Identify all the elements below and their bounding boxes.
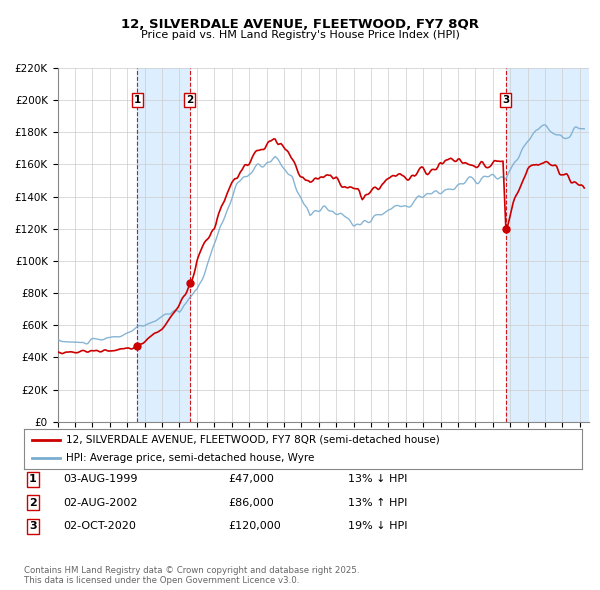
Text: 3: 3	[29, 522, 37, 531]
Bar	[137, 68, 190, 422]
Text: 02-OCT-2020: 02-OCT-2020	[63, 522, 136, 531]
Text: 2: 2	[186, 95, 193, 104]
Text: 12, SILVERDALE AVENUE, FLEETWOOD, FY7 8QR (semi-detached house): 12, SILVERDALE AVENUE, FLEETWOOD, FY7 8Q…	[66, 435, 440, 445]
Text: HPI: Average price, semi-detached house, Wyre: HPI: Average price, semi-detached house,…	[66, 453, 314, 463]
Text: Price paid vs. HM Land Registry's House Price Index (HPI): Price paid vs. HM Land Registry's House …	[140, 30, 460, 40]
Text: 12, SILVERDALE AVENUE, FLEETWOOD, FY7 8QR: 12, SILVERDALE AVENUE, FLEETWOOD, FY7 8Q…	[121, 18, 479, 31]
Text: 1: 1	[29, 474, 37, 484]
Text: 19% ↓ HPI: 19% ↓ HPI	[348, 522, 407, 531]
Text: 02-AUG-2002: 02-AUG-2002	[63, 498, 137, 507]
Text: £86,000: £86,000	[228, 498, 274, 507]
Text: 2: 2	[29, 498, 37, 507]
Text: 13% ↑ HPI: 13% ↑ HPI	[348, 498, 407, 507]
Text: 3: 3	[502, 95, 509, 104]
Text: £120,000: £120,000	[228, 522, 281, 531]
Text: 03-AUG-1999: 03-AUG-1999	[63, 474, 137, 484]
Text: 13% ↓ HPI: 13% ↓ HPI	[348, 474, 407, 484]
Text: Contains HM Land Registry data © Crown copyright and database right 2025.
This d: Contains HM Land Registry data © Crown c…	[24, 566, 359, 585]
Text: £47,000: £47,000	[228, 474, 274, 484]
Bar	[506, 68, 589, 422]
Text: 1: 1	[134, 95, 141, 104]
